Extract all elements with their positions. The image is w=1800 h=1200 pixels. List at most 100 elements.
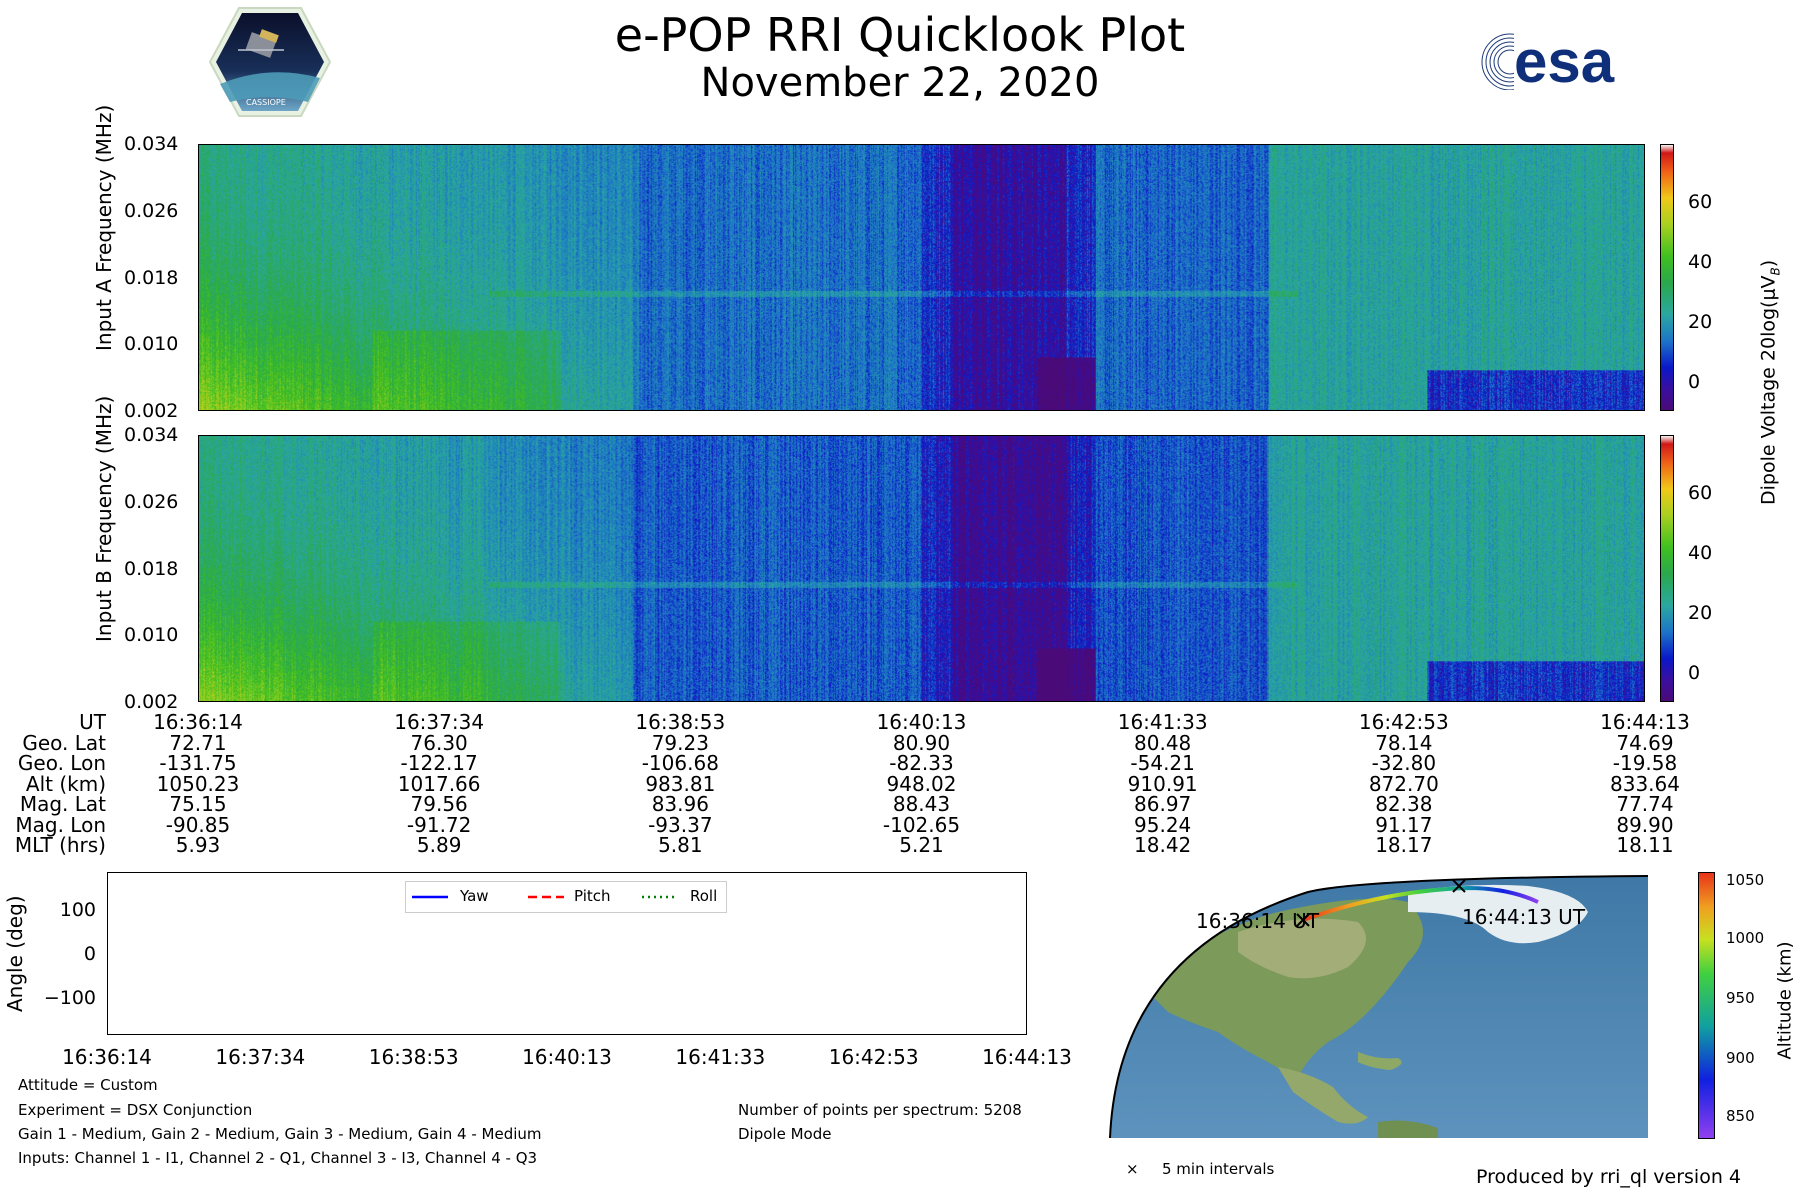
orbit-table-cell: -19.58	[1612, 751, 1678, 775]
attitude-legend: Yaw Pitch Roll	[405, 881, 727, 913]
orbit-table-cell: 16:37:34	[394, 710, 485, 734]
attitude-ylabel: Angle (deg)	[3, 895, 27, 1012]
orbit-table-cell: 79.23	[651, 730, 709, 755]
orbit-table-cell: 88.43	[892, 792, 951, 816]
map-border	[1109, 875, 1649, 1139]
orbit-table-cell: 75.15	[169, 792, 227, 816]
orbit-table-cell: 16:40:13	[876, 710, 967, 734]
orbit-table-cell: 82.38	[1375, 792, 1433, 816]
freq-tick: 0.010	[124, 624, 179, 647]
orbit-table-cell: 833.64	[1610, 771, 1680, 796]
orbit-table-cell: 80.48	[1134, 730, 1192, 755]
attitude-xtick: 16:36:14	[62, 1045, 152, 1069]
orbit-table-cell: 95.24	[1134, 812, 1192, 837]
orbit-row-label: Alt (km)	[25, 771, 106, 796]
colorbar-tick: 0	[1688, 662, 1701, 684]
orbit-table-cell: 16:38:53	[635, 710, 726, 734]
orbit-row-label: Geo. Lon	[17, 751, 106, 775]
orbit-table-cell: 16:42:53	[1358, 710, 1449, 734]
colorbar-tick: 40	[1688, 251, 1713, 273]
attitude-xtick: 16:38:53	[368, 1045, 459, 1069]
page-subtitle: November 22, 2020	[700, 60, 1100, 106]
orbit-row-label: MLT (hrs)	[14, 833, 106, 857]
map-start-label: 16:36:14 UT	[1196, 909, 1320, 933]
attitude-plot: Yaw Pitch Roll	[107, 872, 1027, 1035]
orbit-table-cell: 89.90	[1616, 812, 1674, 837]
orbit-table-cell: 5.81	[658, 833, 703, 857]
orbit-row-label: Mag. Lon	[15, 812, 106, 837]
altitude-tick: 1000	[1726, 929, 1765, 947]
altitude-tick: 1050	[1726, 871, 1765, 889]
attitude-xtick: 16:41:33	[675, 1045, 766, 1069]
colorbar-tick: 20	[1688, 602, 1713, 624]
orbit-table-cell: 1050.23	[156, 771, 240, 796]
colorbar-tick: 40	[1688, 542, 1713, 564]
freq-tick: 0.002	[124, 400, 179, 422]
attitude-xtick: 16:42:53	[828, 1045, 919, 1069]
spectrogram-b	[198, 435, 1645, 702]
page-title: e-POP RRI Quicklook Plot	[614, 8, 1186, 62]
cassiope-logo: CASSIOPE	[208, 6, 332, 118]
cassiope-logo-text: CASSIOPE	[246, 98, 286, 107]
esa-logo: esa	[1470, 28, 1686, 95]
info-experiment: Experiment = DSX Conjunction	[18, 1101, 253, 1119]
track-markers	[1296, 879, 1466, 927]
colorbar-label-sub: B	[1768, 267, 1783, 276]
esa-logo-text: esa	[1514, 30, 1615, 90]
freq-tick: 0.010	[124, 333, 179, 356]
orbit-table-cell: -102.65	[882, 812, 961, 837]
legend-lines	[412, 895, 678, 899]
colorbar-b	[1660, 435, 1674, 702]
orbit-table-cell: 910.91	[1127, 771, 1198, 796]
colorbar-tick: 60	[1688, 482, 1713, 504]
orbit-table-cell: 78.14	[1375, 730, 1433, 755]
freq-tick: 0.034	[124, 133, 179, 155]
orbit-table-cell: -82.33	[889, 751, 954, 775]
orbit-table-cell: 79.56	[410, 792, 468, 816]
colorbar-tick: 60	[1688, 191, 1713, 213]
orbit-table-cell: -131.75	[159, 751, 237, 775]
orbit-table-cell: 18.17	[1375, 833, 1433, 857]
orbit-table-cell: 83.96	[651, 792, 709, 816]
colorbar-label-main: Dipole Voltage 20log(μV	[1757, 275, 1780, 506]
marker-legend: 5 min intervals	[1162, 1160, 1275, 1178]
footer-credit: Produced by rri_ql version 4	[1476, 1166, 1741, 1188]
orbit-table-cell: 5.93	[175, 833, 221, 857]
orbit-row-label: UT	[79, 710, 106, 734]
attitude-xtick: 16:37:34	[215, 1045, 306, 1069]
orbit-table-cell: -32.80	[1371, 751, 1437, 775]
orbit-table-cell: 72.71	[169, 730, 227, 755]
orbit-row-label: Geo. Lat	[22, 730, 106, 755]
orbit-table-cell: 76.30	[410, 730, 468, 755]
marker-icon: ×	[1126, 1160, 1139, 1178]
orbit-table-cell: 74.69	[1616, 730, 1674, 755]
freq-tick: 0.018	[124, 557, 179, 580]
freq-tick: 0.026	[124, 490, 179, 513]
info-inputs: Inputs: Channel 1 - I1, Channel 2 - Q1, …	[18, 1149, 538, 1167]
panel-a-ylabel: Input A Frequency (MHz)	[92, 104, 116, 351]
colorbar-label-end: )	[1757, 259, 1780, 268]
orbit-track	[1302, 885, 1539, 922]
orbit-table-cell: 16:36:14	[153, 710, 243, 734]
altitude-tick: 900	[1726, 1049, 1755, 1067]
attitude-xtick: 16:40:13	[522, 1045, 612, 1069]
attitude-ytick: −100	[43, 987, 96, 1009]
colorbar-label: Dipole Voltage 20log(μVB)	[1758, 232, 1783, 532]
orbit-table-cell: 77.74	[1616, 792, 1674, 816]
legend-roll: Roll	[690, 887, 718, 905]
map-end-label: 16:44:13 UT	[1462, 905, 1586, 929]
freq-tick: 0.002	[124, 691, 179, 713]
attitude-xtick: 16:44:13	[982, 1045, 1072, 1069]
altitude-label: Altitude (km)	[1774, 941, 1796, 1060]
orbit-table-cell: -54.21	[1130, 751, 1195, 775]
orbit-table-cell: 18.42	[1134, 833, 1192, 857]
orbit-table-cell: 16:41:33	[1117, 710, 1208, 734]
orbit-table-cell: 872.70	[1368, 771, 1439, 796]
altitude-tick: 950	[1726, 989, 1755, 1007]
orbit-table-cell: -91.72	[406, 812, 472, 837]
orbit-table-cell: 86.97	[1134, 792, 1192, 816]
orbit-map: 16:36:14 UT 16:44:13 UT	[1108, 872, 1650, 1140]
info-mode: Dipole Mode	[738, 1125, 832, 1143]
orbit-table-cell: 5.21	[899, 833, 944, 857]
orbit-table-cell: 948.02	[886, 771, 957, 796]
